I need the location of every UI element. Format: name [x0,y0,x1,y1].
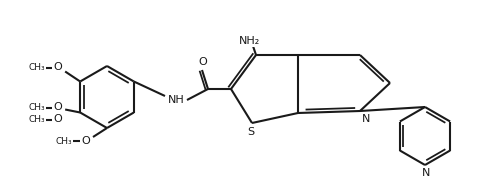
Text: O: O [198,57,207,67]
Text: S: S [247,127,254,137]
Text: O: O [54,115,62,124]
Text: CH₃: CH₃ [56,136,73,146]
Text: NH₂: NH₂ [239,36,260,46]
Text: CH₃: CH₃ [28,115,45,124]
Text: CH₃: CH₃ [28,103,45,112]
Text: O: O [81,136,90,146]
Text: O: O [54,102,62,112]
Text: NH: NH [167,95,184,105]
Text: N: N [421,168,429,178]
Text: N: N [361,114,369,124]
Text: CH₃: CH₃ [28,63,45,72]
Text: O: O [54,63,62,73]
